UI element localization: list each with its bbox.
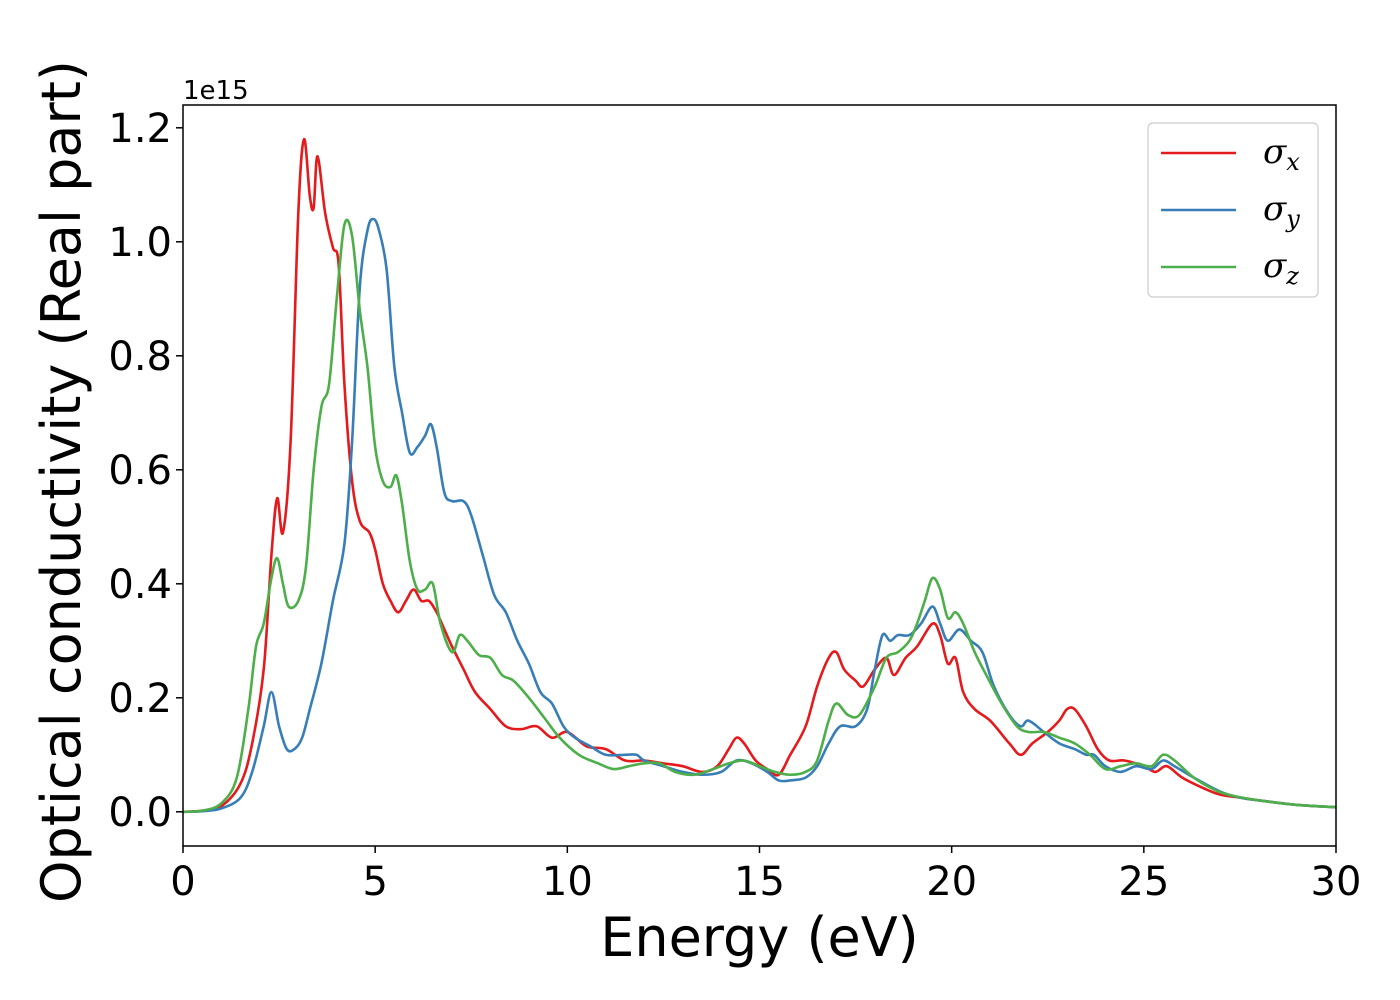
- legend-label-y: σy: [1263, 189, 1300, 233]
- y-axis-title: Optical conductivity (Real part): [30, 60, 93, 903]
- legend-label-x: σx: [1263, 132, 1300, 176]
- y-tick-label: 0.4: [108, 562, 172, 608]
- legend: σx σy σz: [1147, 122, 1319, 298]
- y-tick-label: 1.0: [108, 220, 172, 266]
- plot-area: [183, 137, 1336, 814]
- x-axis-title: Energy (eV): [600, 906, 919, 969]
- y-tick-label: 0.0: [108, 790, 172, 836]
- x-tick-label: 10: [542, 859, 593, 905]
- axis-ticks: 0 5 10 15 20 25 30 0.0 0.2 0.4 0.6 0.8 1.0 1.2: [108, 106, 1361, 905]
- y-offset-text: 1e15: [183, 76, 249, 106]
- x-tick-label: 30: [1311, 859, 1362, 905]
- legend-label-z: σz: [1263, 246, 1299, 290]
- series-line-x: [183, 137, 1336, 814]
- y-tick-label: 0.6: [108, 448, 172, 494]
- series-line-z: [183, 218, 1336, 814]
- x-tick-label: 15: [734, 859, 785, 905]
- x-tick-label: 5: [362, 859, 387, 905]
- x-tick-label: 25: [1118, 859, 1169, 905]
- y-tick-label: 0.8: [108, 334, 172, 380]
- x-tick-label: 20: [926, 859, 977, 905]
- x-tick-label: 0: [170, 859, 195, 905]
- y-tick-label: 0.2: [108, 676, 172, 722]
- y-tick-label: 1.2: [108, 106, 172, 152]
